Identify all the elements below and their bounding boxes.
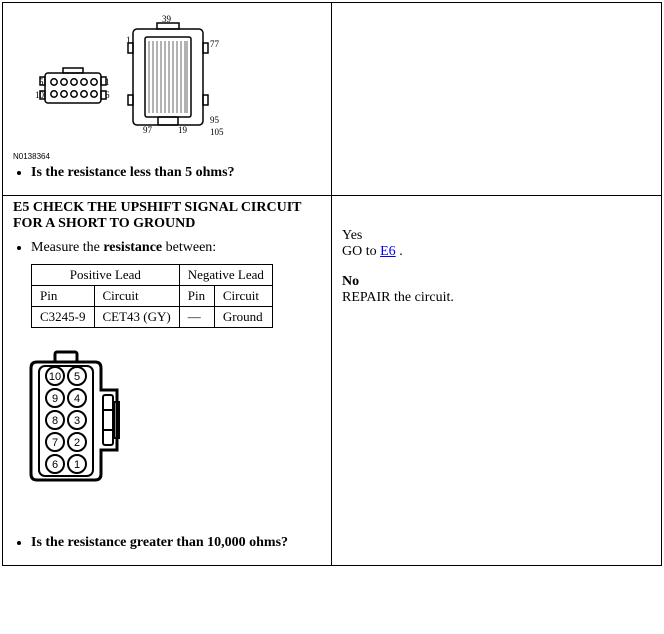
circuit-h1: Circuit [94, 286, 179, 307]
diagnostic-table: 5 10 1 6 [2, 2, 662, 566]
no-label: No [342, 274, 651, 290]
leads-table: Positive Lead Negative Lead Pin Circuit … [31, 264, 273, 328]
pos-circuit: CET43 (GY) [94, 307, 179, 328]
e5-question: Is the resistance greater than 10,000 oh… [31, 535, 321, 551]
pin-label-77: 77 [210, 39, 220, 49]
pin-label-95: 95 [210, 115, 220, 125]
pin-label-1b: 1 [126, 35, 131, 45]
circuit-h2: Circuit [214, 286, 272, 307]
pin-label-1: 1 [74, 459, 80, 471]
pin-label-8: 8 [52, 415, 58, 427]
pin-label-39: 39 [162, 14, 172, 24]
step-e5-content: E5 CHECK THE UPSHIFT SIGNAL CIRCUIT FOR … [3, 196, 332, 565]
pin-h1: Pin [32, 286, 95, 307]
pin-label-5: 5 [39, 77, 44, 87]
pin-label-2: 2 [74, 437, 80, 449]
step-e5-result: Yes GO to E6 . No REPAIR the circuit. [332, 196, 661, 565]
connector-diagrams-e4: 5 10 1 6 [13, 13, 321, 148]
e4-question: Is the resistance less than 5 ohms? [31, 165, 321, 181]
pin-h2: Pin [179, 286, 214, 307]
pin-label-10: 10 [35, 90, 45, 100]
pin-label-9: 9 [52, 393, 58, 405]
pin-label-6: 6 [105, 90, 110, 100]
neg-pin: — [179, 307, 214, 328]
step-e4-content: 5 10 1 6 [3, 3, 332, 195]
e5-instr-post: between: [162, 240, 216, 255]
e5-instruction: Measure the resistance between: [31, 240, 321, 256]
part-number: N0138364 [13, 152, 321, 161]
pin-label-6: 6 [52, 459, 58, 471]
pin-label-19: 19 [178, 125, 188, 135]
pos-pin: C3245-9 [32, 307, 95, 328]
connector-svg-e5: 10 5 9 4 8 3 7 2 6 1 [13, 336, 173, 526]
step-e5-title: E5 CHECK THE UPSHIFT SIGNAL CIRCUIT FOR … [3, 196, 331, 236]
yes-label: Yes [342, 228, 651, 244]
goto-e6-link[interactable]: E6 [380, 244, 396, 259]
neg-header: Negative Lead [179, 265, 272, 286]
e5-instr-pre: Measure the [31, 240, 103, 255]
yes-action: GO to E6 . [342, 244, 651, 260]
pin-label-3: 3 [74, 415, 80, 427]
yes-pre: GO to [342, 244, 380, 259]
pin-label-105: 105 [210, 127, 224, 137]
pin-label-10: 10 [49, 371, 61, 383]
step-e4-row: 5 10 1 6 [3, 3, 661, 196]
connector-svg-e4: 5 10 1 6 [13, 13, 243, 143]
neg-circuit: Ground [214, 307, 272, 328]
no-action: REPAIR the circuit. [342, 290, 651, 306]
pin-label-97: 97 [143, 125, 153, 135]
pin-label-7: 7 [52, 437, 58, 449]
e5-instr-bold: resistance [103, 240, 162, 255]
step-e4-result [332, 3, 661, 195]
pin-label-4: 4 [74, 393, 80, 405]
table-row: C3245-9 CET43 (GY) — Ground [32, 307, 273, 328]
pin-label-5: 5 [74, 371, 80, 383]
connector-diagram-e5: 10 5 9 4 8 3 7 2 6 1 [13, 336, 321, 531]
yes-post: . [396, 244, 403, 259]
pin-label-1: 1 [105, 77, 110, 87]
step-e5-row: E5 CHECK THE UPSHIFT SIGNAL CIRCUIT FOR … [3, 196, 661, 565]
pos-header: Positive Lead [32, 265, 180, 286]
